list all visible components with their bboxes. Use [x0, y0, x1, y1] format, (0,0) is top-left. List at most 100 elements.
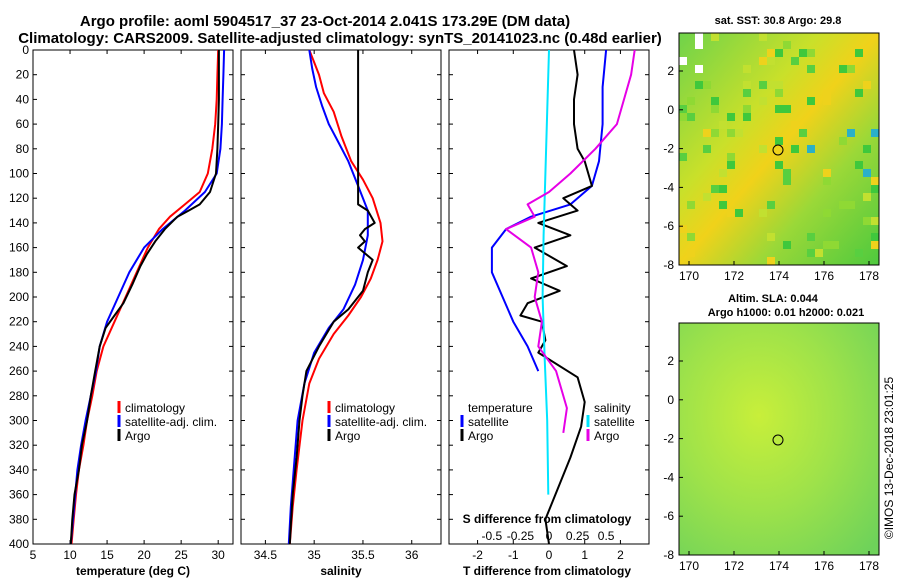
depth-tick-label: 0 — [22, 43, 29, 57]
salinity-legend: climatology satellite-adj. clim. Argo — [327, 401, 427, 443]
sal-diff-tick-label: 0.25 — [566, 529, 590, 543]
sst-cell — [807, 65, 815, 73]
sst-cell — [863, 169, 871, 177]
sst-cell — [871, 241, 879, 249]
difference-panel: -2 -1 0 1 2 T difference from climatology S … — [448, 49, 650, 578]
temperature-axes-frame — [32, 49, 234, 545]
sst-cell — [855, 249, 863, 257]
map-x-tick-label: 170 — [679, 559, 699, 573]
sst-cell — [759, 97, 767, 105]
sst-cell — [823, 209, 831, 217]
sst-cell — [791, 57, 799, 65]
legend-temp-argo: Argo — [468, 429, 494, 443]
x-tick-label: 35 — [307, 548, 321, 562]
sst-cell — [719, 185, 727, 193]
sst-cell — [719, 201, 727, 209]
sla-field — [679, 323, 879, 555]
depth-tick-label: 320 — [9, 438, 29, 452]
map-y-tick-label: -6 — [663, 219, 674, 233]
sst-cell — [863, 217, 871, 225]
sst-cell — [783, 41, 791, 49]
depth-axis: 0 20 40 60 80 100 120 140 160 180 200 220 240 260 280 3… — [9, 43, 29, 551]
sst-cell — [783, 169, 791, 177]
sla-map-ticks: 170 172 174 176 178 2 0 -2 -4 -6 -8 — [663, 354, 879, 573]
salinity-series — [287, 49, 384, 545]
sst-cell — [695, 65, 703, 73]
temperature-legend: climatology satellite-adj. clim. Argo — [117, 401, 217, 443]
depth-tick-label: 400 — [9, 537, 29, 551]
legend-satellite-adj: satellite-adj. clim. — [335, 415, 427, 429]
difference-series — [490, 49, 636, 545]
series-climatology — [70, 49, 220, 545]
sst-cell — [703, 193, 711, 201]
sla-map-title-1: Altim. SLA: 0.044 — [728, 293, 819, 305]
sst-cell — [863, 81, 871, 89]
sst-cell — [711, 33, 719, 41]
map-x-tick-label: 172 — [724, 559, 744, 573]
sst-cell — [847, 129, 855, 137]
sal-diff-tick-label: 0.5 — [598, 529, 615, 543]
title-line-2: Climatology: CARS2009. Satellite-adjuste… — [18, 30, 662, 47]
depth-tick-label: 300 — [9, 414, 29, 428]
sst-cell — [711, 97, 719, 105]
sal-diff-tick-label: -0.25 — [507, 529, 535, 543]
depth-tick-label: 40 — [16, 92, 30, 106]
depth-tick-label: 360 — [9, 488, 29, 502]
map-x-tick-label: 176 — [814, 559, 834, 573]
sst-cell — [687, 97, 695, 105]
map-x-tick-label: 174 — [769, 269, 789, 283]
sla-map: Altim. SLA: 0.044 Argo h1000: 0.01 h2000… — [663, 293, 880, 573]
sst-cell — [759, 57, 767, 65]
sst-cell — [799, 129, 807, 137]
x-tick-label: 5 — [30, 548, 37, 562]
map-y-tick-label: -2 — [663, 142, 674, 156]
depth-tick-label: 140 — [9, 216, 29, 230]
map-y-tick-label: 2 — [667, 354, 674, 368]
salinity-panel: 34.5 35 35.5 36 salinity climatology satell… — [240, 49, 442, 578]
legend-salinity-header: salinity — [594, 401, 631, 415]
sst-cell — [855, 161, 863, 169]
sst-cell — [695, 33, 703, 41]
sst-cell — [759, 33, 767, 41]
sst-patches — [679, 33, 879, 265]
sst-cell — [871, 129, 879, 137]
sst-cell — [783, 241, 791, 249]
series-salinity-satellite — [541, 49, 550, 495]
sst-cell — [727, 209, 735, 217]
sst-cell — [711, 129, 719, 137]
sst-cell — [863, 193, 871, 201]
argo-location-marker — [772, 144, 784, 156]
sst-cell — [767, 201, 775, 209]
legend-climatology: climatology — [125, 401, 185, 415]
argo-location-marker — [772, 434, 784, 446]
salinity-diff-ticks: -0.5 -0.25 0 0.25 0.5 — [482, 529, 615, 543]
x-tick-label: 0 — [546, 548, 553, 562]
sst-cell — [839, 137, 847, 145]
x-tick-label: 35.5 — [351, 548, 375, 562]
sst-cell — [687, 113, 695, 121]
sst-cell — [735, 209, 743, 217]
sst-cell — [767, 81, 775, 89]
depth-tick-label: 280 — [9, 389, 29, 403]
sst-cell — [871, 233, 879, 241]
x-tick-label: 34.5 — [254, 548, 278, 562]
sst-cell — [815, 249, 823, 257]
sal-diff-tick-label: -0.5 — [482, 529, 503, 543]
sst-cell — [847, 201, 855, 209]
map-x-tick-label: 178 — [859, 269, 879, 283]
x-tick-label: 1 — [581, 548, 588, 562]
sst-cell — [679, 113, 687, 121]
sst-cell — [719, 169, 727, 177]
map-y-tick-label: 0 — [667, 103, 674, 117]
depth-tick-label: 220 — [9, 315, 29, 329]
sst-cell — [767, 57, 775, 65]
map-y-tick-label: -8 — [663, 548, 674, 562]
sst-cell — [823, 169, 831, 177]
depth-tick-label: 260 — [9, 364, 29, 378]
sst-cell — [823, 241, 831, 249]
sst-cell — [855, 49, 863, 57]
x-tick-label: -1 — [508, 548, 519, 562]
depth-tick-label: 120 — [9, 191, 29, 205]
sst-cell — [767, 49, 775, 57]
depth-tick-label: 60 — [16, 117, 30, 131]
